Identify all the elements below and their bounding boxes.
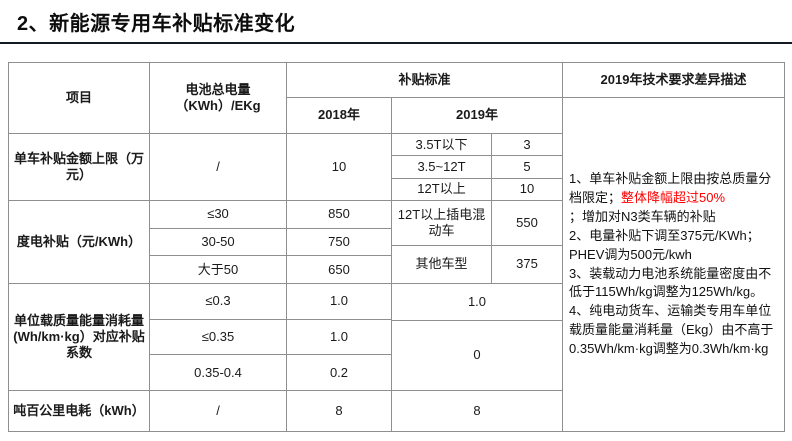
- tier-row: ≤0.3 1.0: [150, 284, 392, 320]
- row-per-kwh-2019-group: 12T以上插电混动车 550 其他车型 375: [392, 201, 562, 283]
- tier-range: 0.35-0.4: [150, 355, 287, 391]
- notes-cell: 1、单车补贴金额上限由按总质量分档限定；整体降幅超过50% ；增加对N3类车辆的补…: [563, 98, 784, 431]
- row-ekg-mid-group: ≤0.3 1.0 ≤0.35 1.0 0.35-0.4 0.2: [150, 284, 392, 391]
- table-right-section: 2019年技术要求差异描述 1、单车补贴金额上限由按总质量分档限定；整体降幅超过…: [562, 63, 784, 431]
- row-per-kwh: 度电补贴（元/KWh） ≤30 850 30-50 750 大于50 650 1…: [9, 201, 562, 284]
- tier-range: 大于50: [150, 256, 287, 284]
- row-ton100km-label: 吨百公里电耗（kWh）: [9, 391, 150, 431]
- tier-2018-value: 0.2: [287, 355, 392, 391]
- tier-2018-value: 1.0: [287, 284, 392, 319]
- row-unit-cap-2019-group: 3.5T以下 3 3.5~12T 5 12T以上 10: [392, 134, 562, 200]
- tier-row: 12T以上 10: [392, 178, 562, 200]
- header-subsidy-standard: 补贴标准: [287, 63, 562, 98]
- tier-range: ≤0.35: [150, 319, 287, 355]
- tier-value: 5: [523, 158, 531, 174]
- tier-row: ≤0.35 1.0: [150, 319, 392, 356]
- tier-type: 3.5~12T: [392, 156, 492, 178]
- tier-row: 3.5T以下 3: [392, 134, 562, 157]
- header-year-2019: 2019年: [456, 107, 498, 123]
- tier-row: ≤30 850: [150, 201, 392, 229]
- row-unit-cap-label: 单车补贴金额上限（万元）: [9, 134, 150, 200]
- row-ton100km-battery: /: [150, 391, 287, 431]
- header-subsidy-group: 补贴标准 2018年 2019年: [287, 63, 562, 133]
- tier-2018-value: 750: [287, 228, 392, 256]
- note-1-highlight: 整体降幅超过50%: [621, 190, 726, 206]
- tier-row: 12T以上插电混动车 550: [392, 201, 562, 246]
- note-1-text: 1、单车补贴金额上限由按总质量分档限定；: [569, 171, 772, 206]
- tier-value: 550: [516, 214, 538, 230]
- tier-type: 其他车型: [392, 245, 492, 283]
- tier-type: 12T以上插电混动车: [392, 201, 492, 245]
- table-header-row: 项目 电池总电量（KWh）/EKg 补贴标准 2018年 2019年: [9, 63, 562, 134]
- tier-row: 30-50 750: [150, 228, 392, 257]
- note-item-2: 2、电量补贴下调至375元/KWh；PHEV调为500元/kwh: [569, 227, 760, 262]
- row-unit-cap-2018: 10: [287, 134, 392, 200]
- row-per-kwh-mid-group: ≤30 850 30-50 750 大于50 650: [150, 201, 392, 284]
- row-ekg-label: 单位载质量能量消耗量(Wh/km·kg）对应补贴系数: [9, 284, 150, 390]
- subsidy-table: 项目 电池总电量（KWh）/EKg 补贴标准 2018年 2019年 单车补贴金…: [8, 62, 785, 432]
- row-ton100km-2019: 8: [473, 402, 481, 418]
- header-battery-capacity: 电池总电量（KWh）/EKg: [150, 63, 287, 133]
- row-per-kwh-label: 度电补贴（元/KWh）: [9, 201, 150, 283]
- header-year-2018: 2018年: [287, 98, 392, 133]
- tier-row: 其他车型 375: [392, 245, 562, 283]
- tier-value: 10: [519, 181, 535, 197]
- tier-value: 375: [516, 256, 538, 272]
- tier-2018-value: 1.0: [287, 319, 392, 355]
- header-diff-2019: 2019年技术要求差异描述: [563, 63, 784, 98]
- tier-range: ≤30: [150, 201, 287, 228]
- tier-2018-value: 650: [287, 256, 392, 284]
- tier-range: ≤0.3: [150, 284, 287, 319]
- tier-type: 12T以上: [392, 178, 492, 200]
- row-ekg-2019-rest: 0: [473, 347, 481, 363]
- tier-value: 3: [523, 136, 531, 152]
- table-left-section: 项目 电池总电量（KWh）/EKg 补贴标准 2018年 2019年 单车补贴金…: [9, 63, 562, 431]
- tier-range: 30-50: [150, 228, 287, 256]
- row-ekg-2019-group: 1.0 0: [392, 284, 562, 390]
- tier-2018-value: 850: [287, 201, 392, 228]
- row-unit-cap: 单车补贴金额上限（万元） / 10 3.5T以下 3 3.5~12T 5 12T…: [9, 134, 562, 201]
- tier-row: 0.35-0.4 0.2: [150, 355, 392, 391]
- header-item: 项目: [9, 63, 150, 133]
- tier-type: 3.5T以下: [392, 134, 492, 156]
- note-item-4: 4、纯电动货车、运输类专用车单位载质量能量消耗量（Ekg）由不高于0.35Wh/…: [569, 303, 774, 356]
- row-unit-cap-battery: /: [150, 134, 287, 200]
- row-ton100km-2018: 8: [287, 391, 392, 431]
- note-1-suffix: ；增加对N3类车辆的补贴: [569, 208, 716, 224]
- tier-row: 3.5~12T 5: [392, 156, 562, 179]
- tier-row: 大于50 650: [150, 256, 392, 284]
- row-ton100km: 吨百公里电耗（kWh） / 8 8: [9, 391, 562, 431]
- row-ekg: 单位载质量能量消耗量(Wh/km·kg）对应补贴系数 ≤0.3 1.0 ≤0.3…: [9, 284, 562, 391]
- header-years-row: 2018年 2019年: [287, 98, 562, 133]
- page-title: 2、新能源专用车补贴标准变化: [17, 13, 296, 35]
- title-divider: [0, 42, 792, 44]
- note-item-1: 1、单车补贴金额上限由按总质量分档限定；整体降幅超过50% ；增加对N3类车辆的补…: [569, 170, 778, 227]
- note-item-3: 3、装载动力电池系统能量密度由不低于115Wh/kg调整为125Wh/kg。: [569, 265, 772, 300]
- row-ekg-2019-first: 1.0: [392, 284, 562, 321]
